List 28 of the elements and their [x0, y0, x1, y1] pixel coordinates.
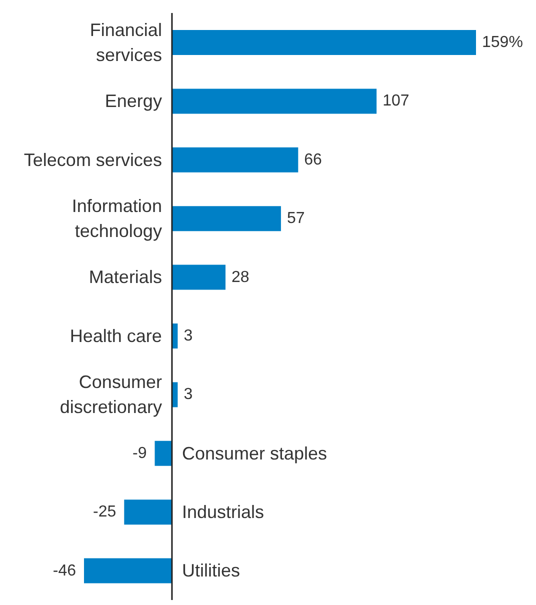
data-label: 107: [382, 92, 410, 110]
data-label: -46: [52, 562, 76, 580]
y-tick-label: Utilities: [182, 560, 240, 581]
data-label: -25: [93, 504, 116, 521]
y-tick-label: Industrials: [182, 502, 264, 522]
bar: [124, 500, 172, 525]
data-label: -9: [132, 444, 147, 462]
bar: [154, 440, 172, 466]
bar: [172, 147, 298, 172]
y-tick-label: Information technology: [72, 196, 162, 241]
bar: [172, 206, 281, 232]
data-label: 159%: [482, 34, 523, 51]
y-tick-label: Consumer staples: [182, 443, 328, 464]
y-tick-label: Financial services: [90, 20, 162, 65]
bar: [84, 558, 172, 584]
data-label: 3: [184, 386, 193, 404]
y-tick-label: Energy: [104, 91, 162, 112]
bar: [172, 264, 226, 290]
y-tick-label: Health care: [70, 326, 162, 346]
data-label: 28: [232, 268, 250, 286]
data-label: 57: [286, 210, 305, 228]
y-tick-label: Consumer discretionary: [60, 372, 162, 418]
data-label: 66: [304, 151, 322, 168]
y-tick-label: Materials: [88, 267, 162, 288]
bar: [172, 88, 377, 114]
y-tick-label: Telecom services: [24, 150, 162, 170]
bar: [172, 30, 476, 55]
data-label: 3: [184, 328, 193, 344]
